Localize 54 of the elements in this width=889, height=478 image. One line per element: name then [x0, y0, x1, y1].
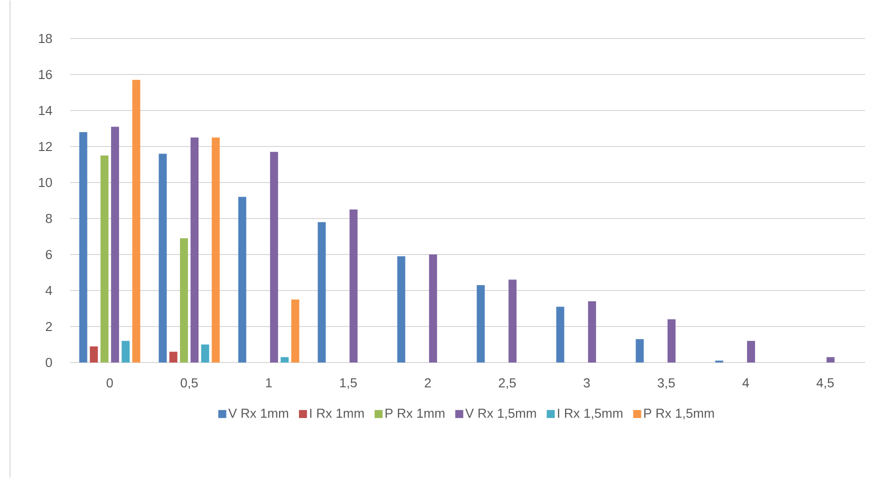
y-tick-label: 8	[46, 214, 52, 224]
bar	[238, 196, 246, 362]
x-tick-label: 4,5	[816, 378, 834, 389]
bar	[826, 357, 835, 362]
bar	[429, 254, 438, 362]
y-tick-label: 16	[39, 70, 52, 80]
y-tick-label: 2	[46, 322, 52, 332]
y-tick-label: 10	[39, 178, 52, 188]
bar	[280, 357, 289, 362]
bar	[132, 80, 140, 362]
x-tick-label: 0	[106, 378, 113, 388]
legend-label: P Rx 1,5mm	[644, 408, 714, 420]
y-tick-label: 6	[46, 250, 52, 260]
x-tick-label: 0,5	[180, 378, 198, 390]
bar	[201, 344, 210, 362]
legend-label: P Rx 1mm	[386, 408, 444, 418]
bar	[79, 132, 88, 362]
x-tick-label: 3,5	[658, 378, 675, 390]
bar	[158, 154, 167, 362]
bar	[169, 352, 178, 362]
bar	[350, 209, 358, 362]
bar	[291, 299, 300, 362]
bar	[476, 285, 485, 362]
x-tick-label: 2,5	[498, 378, 516, 390]
bar	[556, 306, 564, 362]
bar	[90, 346, 98, 362]
y-tick-label: 0	[46, 358, 52, 368]
x-tick-label: 4	[742, 378, 749, 388]
legend-label: V Rx 1,5mm	[465, 408, 536, 420]
bar	[747, 340, 756, 362]
y-tick-label: 12	[39, 142, 52, 152]
bar	[212, 137, 220, 362]
legend-label: V Rx 1mm	[228, 408, 288, 418]
y-tick-label: 4	[46, 286, 52, 295]
x-tick-label: 1,5	[340, 378, 357, 389]
x-tick-label: 3	[584, 378, 590, 388]
bar	[122, 340, 130, 362]
bar	[668, 319, 676, 362]
legend-label: I Rx 1,5mm	[558, 408, 622, 420]
bar	[318, 222, 326, 362]
bar	[111, 126, 120, 362]
legend-label: I Rx 1mm	[310, 408, 364, 418]
bar	[270, 152, 278, 362]
x-tick-label: 1	[266, 378, 272, 388]
bar	[636, 339, 644, 362]
bar	[508, 280, 517, 362]
y-tick-label: 14	[39, 106, 52, 115]
bar	[180, 238, 188, 362]
y-tick-label: 18	[39, 34, 52, 44]
bar	[100, 155, 108, 362]
bar	[190, 137, 199, 362]
bar	[397, 256, 406, 362]
bar	[588, 301, 596, 362]
x-tick-label: 2	[424, 378, 431, 388]
